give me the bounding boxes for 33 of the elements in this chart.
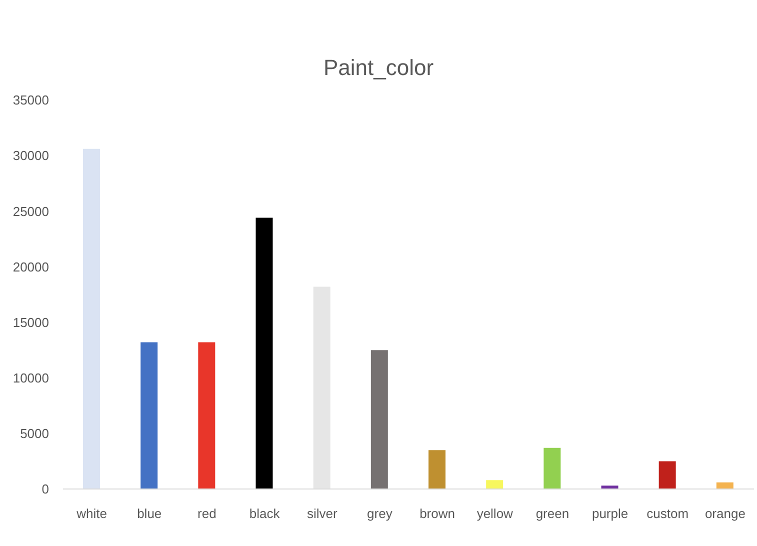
x-tick-label: white [76, 506, 107, 522]
y-tick-label: 5000 [20, 426, 49, 442]
x-tick-label: purple [592, 506, 628, 522]
x-tick-label: orange [704, 506, 746, 522]
bar [716, 482, 734, 489]
x-tick-label: blue [137, 506, 162, 522]
bar [601, 486, 618, 489]
bar [313, 286, 330, 489]
x-tick-label: custom [646, 506, 689, 522]
x-tick-label: grey [367, 506, 393, 522]
x-tick-label: green [536, 506, 570, 522]
x-tick-label: brown [420, 506, 456, 522]
y-tick-label: 25000 [12, 204, 49, 219]
y-tick-label: 10000 [12, 370, 49, 386]
x-tick-label: black [249, 506, 280, 522]
y-tick-label: 20000 [12, 259, 49, 274]
chart-title: Paint_color [322, 55, 435, 81]
x-tick-label: red [198, 506, 216, 522]
bar [83, 148, 100, 489]
bar [658, 461, 676, 489]
bar [428, 450, 446, 489]
bar [256, 218, 273, 489]
x-tick-label: silver [306, 506, 338, 522]
bar [140, 342, 158, 489]
bar [198, 342, 216, 489]
x-tick-label: yellow [476, 506, 514, 522]
y-tick-label: 30000 [12, 148, 49, 164]
bar [370, 350, 388, 489]
bar [486, 480, 504, 489]
y-tick-label: 35000 [12, 92, 49, 108]
y-tick-label: 15000 [12, 314, 49, 330]
bar [544, 448, 561, 489]
y-tick-label: 0 [42, 482, 49, 497]
